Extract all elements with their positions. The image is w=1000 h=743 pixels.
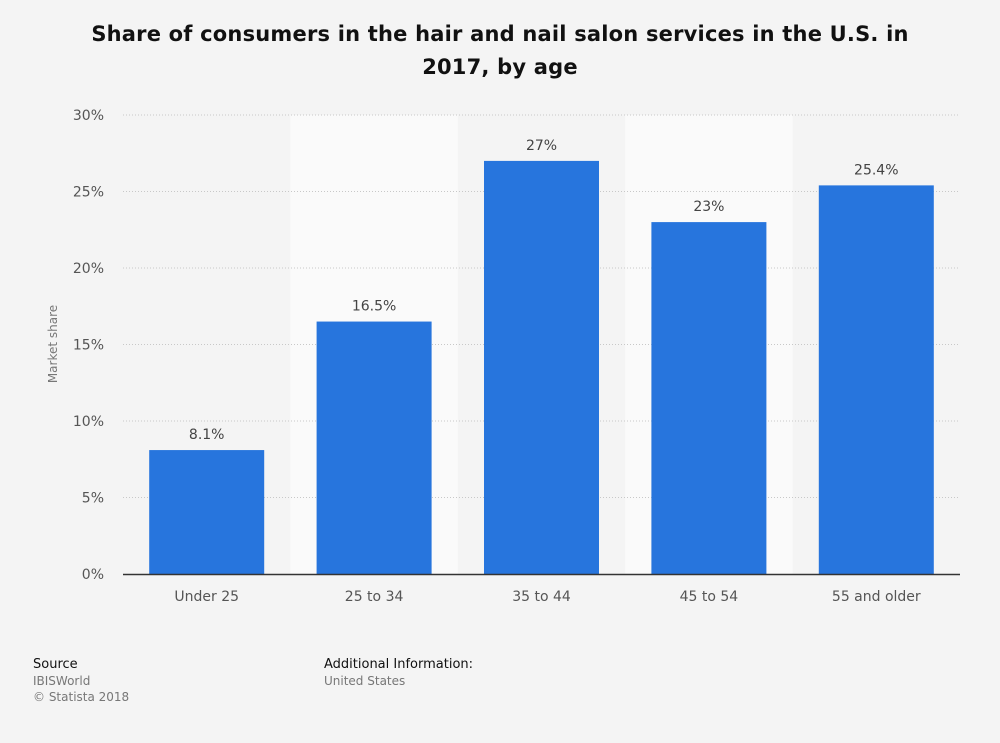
bar[interactable]	[818, 185, 934, 574]
bar[interactable]	[651, 222, 767, 574]
additional-info-label: Additional Information:	[324, 657, 474, 672]
bar-chart: 0% 5% 10% 15% 20% 25% 30% Market share 8.1% Under…	[46, 108, 960, 605]
y-tick-label: 20%	[73, 261, 104, 277]
x-tick-label: 35 to 44	[512, 589, 571, 605]
y-tick-label: 25%	[73, 185, 104, 201]
x-tick-label: Under 25	[174, 589, 239, 605]
source-block: Source IBISWorld © Statista 2018	[33, 657, 129, 705]
y-tick-label: 10%	[73, 414, 104, 430]
bar[interactable]	[316, 321, 432, 574]
data-label: 23%	[693, 199, 724, 215]
y-axis-title: Market share	[46, 305, 60, 383]
data-label: 16.5%	[352, 299, 396, 315]
x-tick-label: 45 to 54	[680, 589, 739, 605]
x-tick-label: 55 and older	[832, 589, 921, 605]
additional-info-block: Additional Information: United States	[324, 657, 473, 689]
data-label: 27%	[526, 138, 557, 154]
y-tick-label: 30%	[73, 108, 104, 124]
y-tick-label: 5%	[82, 491, 104, 507]
bar[interactable]	[149, 450, 265, 574]
data-label: 25.4%	[854, 162, 898, 178]
copyright-text: © Statista 2018	[33, 690, 130, 704]
additional-info-value: United States	[324, 674, 406, 688]
bar[interactable]	[484, 160, 599, 574]
x-tick-label: 25 to 34	[345, 589, 404, 605]
y-tick-label: 0%	[82, 567, 104, 583]
data-label: 8.1%	[189, 427, 225, 443]
chart-title: Share of consumers in the hair and nail …	[91, 22, 909, 79]
source-label: Source	[33, 657, 78, 672]
y-tick-label: 15%	[73, 338, 104, 354]
source-name[interactable]: IBISWorld	[33, 674, 91, 688]
